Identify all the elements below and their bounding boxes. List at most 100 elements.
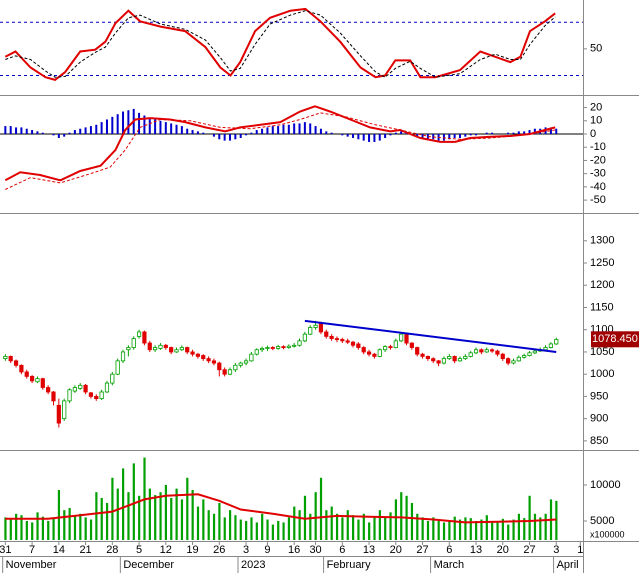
volume-bar bbox=[282, 522, 285, 540]
histogram-bar bbox=[218, 134, 221, 140]
volume-bar bbox=[266, 519, 269, 540]
volume-bar bbox=[122, 468, 125, 540]
histogram-bar bbox=[362, 134, 365, 141]
volume-bar bbox=[95, 492, 98, 540]
volume-bar bbox=[389, 512, 392, 540]
histogram-bar bbox=[453, 134, 456, 138]
volume-bar bbox=[368, 522, 371, 540]
y-tick-label: -40 bbox=[590, 181, 606, 193]
volume-bar bbox=[79, 513, 82, 540]
candle-body bbox=[259, 347, 265, 351]
last-price-label: 1078.450 bbox=[592, 333, 638, 345]
volume-bar bbox=[250, 517, 253, 540]
volume-bar bbox=[319, 477, 323, 540]
candle-body bbox=[463, 356, 468, 360]
histogram-bar bbox=[228, 134, 231, 141]
y-tick-label: 10000 bbox=[590, 479, 621, 491]
x-tick-label: 9 bbox=[264, 544, 270, 556]
candle-body bbox=[120, 351, 126, 362]
histogram-bar bbox=[378, 134, 381, 141]
candle-body bbox=[254, 349, 259, 355]
volume-bar bbox=[63, 510, 66, 540]
volume-bar bbox=[175, 488, 178, 540]
volume-bar bbox=[52, 518, 55, 540]
histogram-bar bbox=[255, 130, 258, 135]
histogram-bar bbox=[485, 132, 488, 135]
histogram-bar bbox=[4, 126, 7, 135]
histogram-bar bbox=[303, 122, 306, 135]
volume-bar bbox=[261, 513, 264, 540]
candle-body bbox=[265, 347, 270, 349]
x-tick-label: 1 bbox=[577, 544, 583, 556]
volume-bar bbox=[9, 519, 12, 540]
candle-body bbox=[356, 343, 361, 348]
candle-body bbox=[324, 331, 329, 337]
candle-body bbox=[179, 347, 184, 351]
histogram-bar bbox=[9, 126, 12, 135]
histogram-bar bbox=[191, 130, 194, 135]
histogram-bar bbox=[84, 127, 87, 135]
histogram-bar bbox=[346, 134, 349, 137]
candle-body bbox=[383, 346, 388, 351]
candle-body bbox=[201, 355, 206, 360]
candle-body bbox=[329, 335, 334, 340]
volume-bar bbox=[20, 515, 23, 540]
candle-body bbox=[88, 392, 94, 397]
histogram-bar bbox=[20, 127, 23, 135]
histogram-bar bbox=[36, 131, 39, 135]
candle-body bbox=[425, 356, 430, 360]
candle-body bbox=[527, 352, 532, 356]
candle-body bbox=[404, 333, 409, 344]
y-tick-label: 50 bbox=[590, 43, 602, 55]
x-tick-label: 20 bbox=[497, 544, 509, 556]
x-tick-label: 14 bbox=[53, 544, 65, 556]
y-tick-label: -30 bbox=[590, 168, 606, 180]
candle-body bbox=[415, 347, 420, 355]
candle-body bbox=[211, 360, 217, 364]
histogram-bar bbox=[79, 128, 82, 135]
candle-body bbox=[67, 389, 72, 402]
histogram-bar bbox=[287, 124, 290, 135]
volume-bar bbox=[410, 502, 414, 540]
histogram-bar bbox=[202, 132, 205, 135]
volume-bar bbox=[170, 497, 173, 540]
volume-bar bbox=[325, 510, 328, 540]
candle-body bbox=[302, 333, 307, 342]
candle-body bbox=[115, 360, 120, 375]
y-tick-label: -50 bbox=[590, 194, 606, 206]
candle-body bbox=[238, 362, 243, 366]
volume-bar bbox=[362, 513, 365, 540]
candle-body bbox=[516, 356, 521, 362]
candle-body bbox=[377, 349, 382, 357]
histogram-bar bbox=[448, 134, 451, 140]
y-tick-label: 10 bbox=[590, 115, 602, 127]
x-tick-label: 27 bbox=[416, 544, 428, 556]
candle-body bbox=[399, 333, 404, 342]
volume-bar bbox=[4, 517, 7, 540]
histogram-bar bbox=[389, 134, 392, 136]
histogram-bar bbox=[239, 134, 242, 138]
volume-bar bbox=[154, 495, 157, 540]
candle-body bbox=[72, 387, 77, 392]
histogram-bar bbox=[154, 119, 157, 135]
volume-bar bbox=[469, 518, 472, 540]
histogram-bar bbox=[223, 134, 226, 141]
candle-body bbox=[104, 382, 110, 393]
x-tick-label: 3 bbox=[243, 544, 249, 556]
histogram-bar bbox=[325, 131, 328, 135]
volume-bar bbox=[111, 477, 114, 540]
volume-bar bbox=[255, 522, 258, 540]
y-tick-label: 1200 bbox=[590, 279, 614, 291]
candle-body bbox=[126, 347, 131, 351]
candle-body bbox=[131, 338, 136, 348]
volume-bar bbox=[352, 515, 355, 540]
volume-bar bbox=[132, 463, 135, 540]
candle-body bbox=[511, 360, 516, 364]
x-tick-label: 27 bbox=[523, 544, 535, 556]
plot-area bbox=[0, 105, 583, 190]
volume-bar bbox=[164, 484, 168, 540]
histogram-bar bbox=[89, 126, 92, 135]
histogram-bar bbox=[368, 134, 371, 142]
